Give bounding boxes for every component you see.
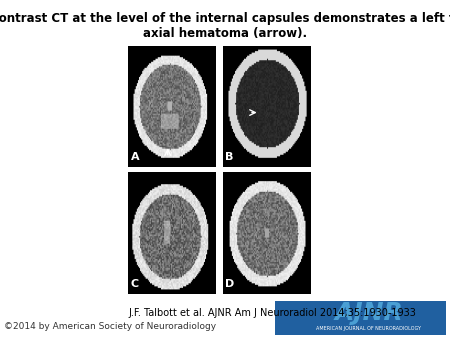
Text: J.F. Talbott et al. AJNR Am J Neuroradiol 2014;35:1930-1933: J.F. Talbott et al. AJNR Am J Neuroradio… [128, 308, 416, 318]
Text: D: D [225, 279, 234, 289]
Text: A, Axial noncontrast CT at the level of the internal capsules demonstrates a lef: A, Axial noncontrast CT at the level of … [0, 12, 450, 40]
Text: ©2014 by American Society of Neuroradiology: ©2014 by American Society of Neuroradiol… [4, 322, 216, 331]
Text: A: A [131, 152, 140, 163]
Text: AJNR: AJNR [334, 300, 403, 325]
Text: AMERICAN JOURNAL OF NEURORADIOLOGY: AMERICAN JOURNAL OF NEURORADIOLOGY [316, 326, 421, 331]
Text: C: C [131, 279, 139, 289]
Text: B: B [225, 152, 234, 163]
